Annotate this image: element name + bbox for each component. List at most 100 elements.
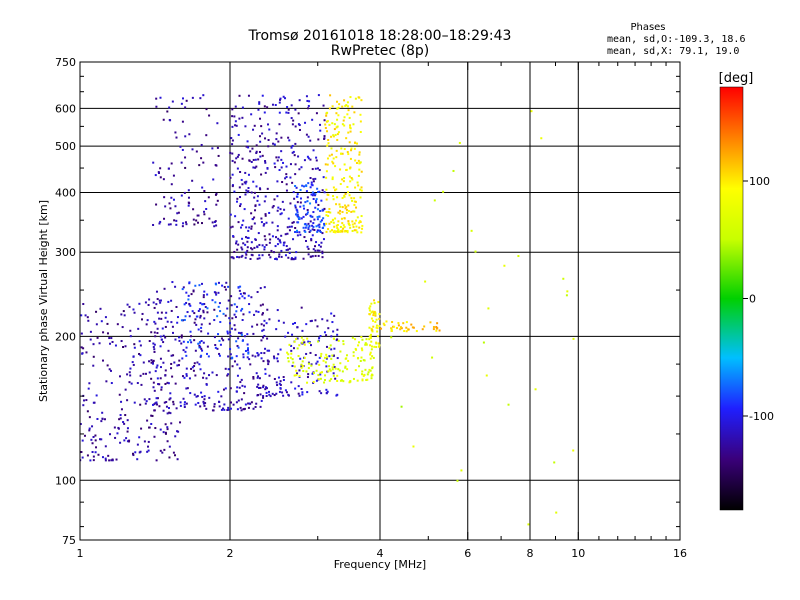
data-point [275,132,278,135]
data-point [286,232,289,235]
data-point [294,206,297,209]
data-point [186,311,189,314]
data-point [337,114,340,117]
data-point [342,380,345,383]
data-point [273,394,276,397]
data-point [253,216,256,219]
data-point [158,405,161,408]
data-point [168,398,171,401]
data-point [405,321,408,324]
data-point [94,451,97,454]
data-point [369,357,372,360]
data-point [326,120,329,123]
data-point [317,340,320,343]
data-point [343,225,346,228]
data-point [295,195,298,198]
data-point [203,213,206,216]
data-point [397,324,400,327]
data-point [300,166,303,169]
data-point [318,229,321,232]
data-point [285,391,288,394]
data-point [294,108,297,111]
data-point [302,365,305,368]
data-point [255,310,258,313]
data-point [256,376,259,379]
data-point [236,305,239,308]
data-point [220,408,223,411]
data-point [166,110,169,113]
data-point [164,374,167,377]
data-point [198,164,201,167]
data-point [360,215,363,218]
data-point [332,363,335,366]
data-point [264,195,267,198]
data-point [366,378,369,381]
data-point [307,362,310,365]
data-point [331,229,334,232]
data-point [200,347,203,350]
data-point [280,150,283,153]
data-point [534,388,537,391]
data-point [229,176,232,179]
data-point [260,323,263,326]
data-point [241,307,244,310]
data-point [341,230,344,233]
data-point [315,241,318,244]
data-point [351,199,354,202]
data-point [161,451,164,454]
data-point [105,380,108,383]
data-point [165,405,168,408]
data-point [276,309,279,312]
data-point [336,226,339,229]
data-point [237,331,240,334]
data-point [121,326,124,329]
data-point [415,330,418,333]
data-point [332,221,335,224]
data-point [115,458,118,461]
data-point [195,323,198,326]
data-point [360,373,363,376]
data-point [331,176,334,179]
data-point [234,328,237,331]
data-point [285,165,288,168]
data-point [279,387,282,390]
data-point [236,344,239,347]
data-point [213,308,216,311]
data-point [572,449,575,452]
data-point [189,330,192,333]
data-point [293,321,296,324]
data-point [354,97,357,100]
data-point [318,249,321,252]
data-point [255,372,258,375]
data-point [435,326,438,329]
data-point [291,333,294,336]
data-point [319,335,322,338]
data-point [315,112,318,115]
data-point [237,337,240,340]
data-point [259,140,262,143]
data-point [329,369,332,372]
data-point [100,420,103,423]
data-point [249,150,252,153]
data-point [366,373,369,376]
data-point [226,332,229,335]
data-point [182,340,185,343]
data-point [257,386,260,389]
data-point [335,203,338,206]
data-point [202,402,205,405]
data-point [328,123,331,126]
data-point [343,217,346,220]
data-point [317,138,320,141]
data-point [294,387,297,390]
data-point [251,354,254,357]
data-point [258,257,261,260]
data-point [335,112,338,115]
data-point [181,225,184,228]
data-point [241,384,244,387]
data-point [192,290,195,293]
data-point [307,367,310,370]
data-point [243,297,246,300]
data-point [95,310,98,313]
data-point [128,439,131,442]
data-point [275,392,278,395]
